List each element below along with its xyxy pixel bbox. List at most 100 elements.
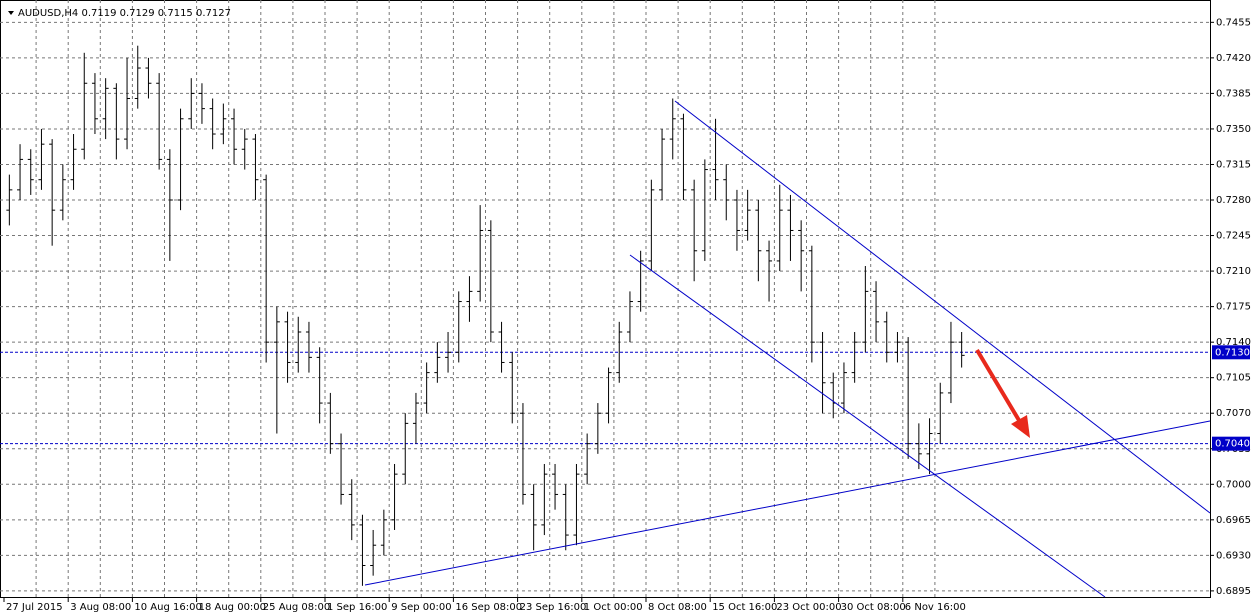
support-line	[364, 420, 1211, 586]
ohlc-bar	[166, 149, 173, 261]
y-tick-label: 0.7350	[1216, 124, 1251, 135]
ohlc-bar	[359, 514, 366, 586]
y-tick-label: 0.7000	[1216, 479, 1251, 490]
ohlc-bar	[477, 205, 484, 302]
trendlines	[364, 100, 1211, 598]
y-tick-label: 0.7105	[1216, 373, 1251, 384]
ohlc-bar	[584, 433, 591, 485]
arrow	[975, 348, 1030, 438]
ohlc-bar	[530, 484, 537, 551]
ohlc-bar	[6, 174, 13, 226]
ohlc-bar	[27, 149, 34, 195]
ohlc-bar	[594, 403, 601, 454]
y-tick-label: 0.7280	[1216, 195, 1251, 206]
ohlc-bar	[91, 73, 98, 135]
ohlc-bar	[188, 78, 195, 129]
level-label: 0.7130	[1215, 347, 1250, 358]
x-tick-label: 30 Oct 08:00	[841, 602, 906, 612]
ohlc-bar	[659, 128, 666, 201]
title-marker	[8, 11, 14, 15]
y-tick-label: 0.6895	[1216, 586, 1251, 597]
ohlc-bar	[616, 321, 623, 383]
ohlc-bar	[562, 484, 569, 551]
channel-upper	[674, 100, 1211, 514]
ohlc-bar	[733, 189, 740, 251]
ohlc-bar	[445, 331, 452, 373]
level-label-bg	[1212, 345, 1250, 360]
ohlc-bar	[637, 250, 644, 312]
ohlc-bar	[937, 382, 944, 444]
ohlc-bar	[305, 321, 312, 373]
y-tick-label: 0.7210	[1216, 266, 1251, 277]
ohlc-bar	[519, 403, 526, 505]
channel-lower	[629, 254, 1106, 598]
x-tick-label: 25 Aug 08:00	[263, 602, 330, 612]
ohlc-bar	[723, 164, 730, 221]
ohlc-bar	[145, 57, 152, 99]
ohlc-bar	[327, 392, 334, 454]
ohlc-bar	[819, 331, 826, 414]
ohlc-bar	[391, 463, 398, 530]
level-label-bg	[1212, 436, 1250, 451]
ohlc-bar	[198, 83, 205, 124]
y-tick-label: 0.7315	[1216, 159, 1251, 170]
x-tick-label: 27 Jul 2015	[6, 602, 63, 612]
ohlc-bar	[252, 134, 259, 201]
ohlc-bar	[744, 189, 751, 241]
ohlc-bar	[873, 281, 880, 343]
x-tick-label: 9 Sep 00:00	[391, 602, 451, 612]
y-tick-label: 0.7070	[1216, 408, 1251, 419]
ohlc-bar	[231, 108, 238, 165]
ohlc-bar	[263, 174, 270, 363]
ohlc-bar	[113, 83, 120, 160]
y-tick-label: 0.7385	[1216, 88, 1251, 99]
ohlc-bar	[776, 184, 783, 272]
plot-frame	[0, 0, 1211, 598]
ohlc-bar	[680, 113, 687, 201]
ohlc-bar	[691, 179, 698, 282]
ohlc-bar	[552, 463, 559, 510]
arrow-head	[1011, 415, 1030, 438]
x-tick-label: 1 Sep 16:00	[327, 602, 387, 612]
ohlc-bar	[380, 509, 387, 556]
y-tick-label: 0.7455	[1216, 17, 1251, 28]
ohlc-bar	[124, 57, 131, 150]
ohlc-bar	[840, 362, 847, 414]
y-tick-label: 0.7245	[1216, 231, 1251, 242]
ohlc-bar	[905, 337, 912, 459]
ohlc-bar	[862, 266, 869, 353]
arrow-shaft	[975, 348, 1022, 424]
ohlc-bar	[402, 413, 409, 485]
x-tick-label: 15 Oct 16:00	[712, 602, 777, 612]
x-tick-label: 16 Sep 08:00	[455, 602, 522, 612]
x-tick-label: 1 Oct 00:00	[584, 602, 643, 612]
level-label: 0.7040	[1215, 439, 1250, 450]
bars	[6, 45, 965, 586]
x-tick-label: 23 Oct 00:00	[776, 602, 841, 612]
ohlc-bar	[648, 179, 655, 272]
ohlc-bar	[701, 159, 708, 261]
ohlc-bar	[894, 331, 901, 363]
chart-title: AUDUSD,H4 0.7119 0.7129 0.7115 0.7127	[18, 8, 231, 19]
levels	[0, 351, 1210, 445]
x-tick-label: 18 Aug 00:00	[199, 602, 266, 612]
x-tick-label: 23 Sep 16:00	[520, 602, 587, 612]
ohlc-bar	[573, 463, 580, 546]
ohlc-bar	[156, 73, 163, 170]
price-axis: 0.7455 0.7420 0.7385 0.7350 0.7315 0.7280 0.72…	[3, 17, 1251, 612]
ohlc-bar	[487, 220, 494, 343]
ohlc-bar	[798, 220, 805, 292]
ohlc-bar	[177, 108, 184, 211]
y-tick-label: 0.6965	[1216, 515, 1251, 526]
ohlc-bar	[81, 52, 88, 160]
ohlc-bar	[926, 418, 933, 475]
y-tick-label: 0.7140	[1216, 337, 1251, 348]
ohlc-bar	[102, 78, 109, 140]
ohlc-bar	[338, 433, 345, 505]
ohlc-bar	[38, 128, 45, 190]
ohlc-bar	[787, 194, 794, 261]
ohlc-bar	[498, 321, 505, 373]
ohlc-bar	[669, 98, 676, 160]
ohlc-bar	[273, 306, 280, 434]
